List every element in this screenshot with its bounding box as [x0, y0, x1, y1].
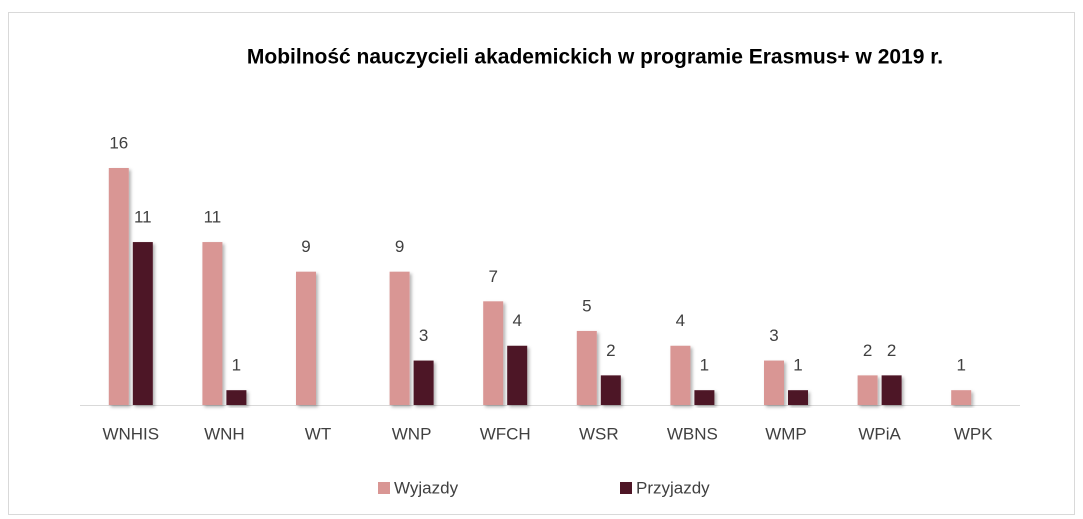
- legend-label: Przyjazdy: [636, 478, 710, 497]
- legend-swatch: [620, 482, 632, 494]
- x-tick-label: WT: [305, 424, 331, 443]
- data-label: 16: [109, 133, 128, 152]
- x-tick-label: WFCH: [480, 424, 531, 443]
- legend-swatch: [378, 482, 390, 494]
- x-tick-label: WSR: [579, 424, 619, 443]
- bar: [483, 301, 504, 405]
- data-label: 1: [232, 356, 241, 375]
- bar: [600, 375, 621, 405]
- data-label: 3: [769, 326, 778, 345]
- bar: [670, 345, 691, 405]
- bar: [108, 168, 129, 405]
- bar: [296, 271, 316, 405]
- data-label: 11: [134, 208, 152, 227]
- data-label: 11: [204, 208, 222, 227]
- bar: [881, 375, 902, 405]
- bar: [202, 242, 223, 405]
- data-label: 1: [700, 356, 709, 375]
- bar: [389, 271, 410, 405]
- bar: [857, 375, 878, 405]
- bar: [576, 330, 597, 405]
- x-tick-label: WMP: [765, 424, 807, 443]
- data-label: 7: [488, 267, 497, 286]
- data-label: 2: [887, 341, 896, 360]
- chart-border: [8, 12, 1075, 515]
- data-label: 9: [395, 237, 404, 256]
- bar: [694, 390, 715, 405]
- data-label: 9: [301, 237, 310, 256]
- x-tick-label: WPK: [954, 424, 993, 443]
- x-tick-label: WPiA: [858, 424, 901, 443]
- data-label: 4: [512, 311, 521, 330]
- bar: [951, 390, 972, 405]
- legend-label: Wyjazdy: [394, 478, 459, 497]
- data-label: 5: [582, 296, 591, 315]
- bar: [226, 390, 247, 405]
- data-label: 2: [606, 341, 615, 360]
- bar: [413, 360, 434, 405]
- x-tick-label: WNH: [204, 424, 245, 443]
- chart-title: Mobilność nauczycieli akademickich w pro…: [247, 46, 943, 69]
- bar: [788, 390, 808, 405]
- data-label: 4: [676, 311, 685, 330]
- data-label: 2: [863, 341, 872, 360]
- bar: [764, 360, 784, 405]
- x-tick-label: WBNS: [667, 424, 718, 443]
- x-tick-label: WNP: [392, 424, 432, 443]
- bar: [507, 345, 528, 405]
- bar: [132, 242, 153, 405]
- x-tick-label: WNHIS: [102, 424, 159, 443]
- data-label: 1: [793, 356, 802, 375]
- data-label: 3: [419, 326, 428, 345]
- data-label: 1: [956, 356, 965, 375]
